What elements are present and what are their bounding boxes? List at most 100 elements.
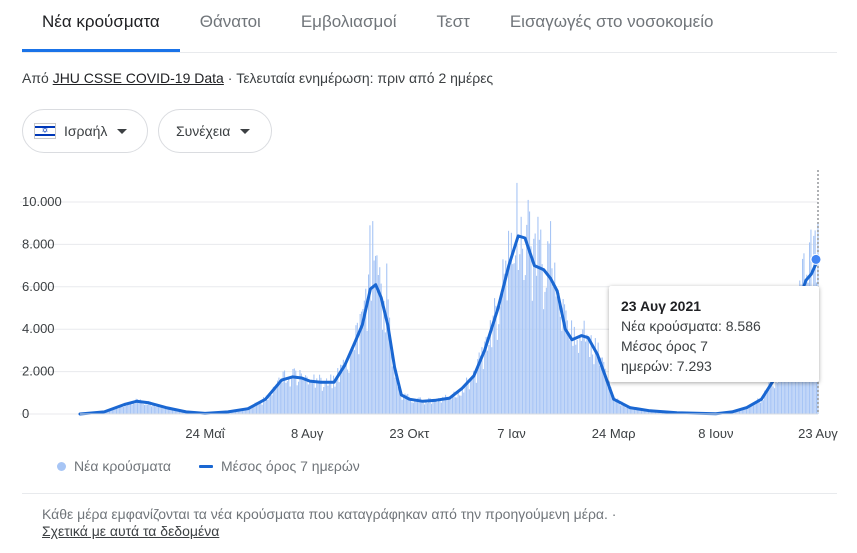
daily-case-bar	[383, 301, 385, 414]
daily-case-bar	[261, 404, 263, 414]
daily-case-bar	[768, 382, 770, 414]
tab-hospitalizations[interactable]: Εισαγωγές στο νοσοκομείο	[509, 12, 714, 31]
daily-case-bar	[740, 410, 742, 414]
daily-case-bar	[519, 254, 521, 414]
daily-case-bar	[461, 388, 463, 414]
daily-case-bar	[503, 273, 505, 414]
daily-case-bar	[179, 410, 181, 414]
daily-case-bar	[428, 397, 430, 414]
daily-case-bar	[653, 411, 655, 414]
daily-case-bar	[159, 404, 161, 414]
daily-case-bar	[237, 411, 239, 414]
daily-case-bar	[128, 404, 130, 414]
tab-bar: Νέα κρούσματα Θάνατοι Εμβολιασμοί Τεστ Ε…	[22, 0, 837, 53]
daily-case-bar	[473, 370, 475, 414]
daily-case-bar	[530, 246, 532, 414]
daily-case-bar	[334, 386, 336, 414]
selected-point	[810, 253, 822, 265]
country-dropdown[interactable]: ✡ Ισραήλ	[22, 109, 148, 153]
daily-case-bar	[347, 369, 349, 414]
daily-case-bar	[300, 373, 302, 414]
daily-case-bar	[734, 411, 736, 414]
daily-case-bar	[544, 291, 546, 414]
daily-case-bar	[243, 409, 245, 414]
about-data-link[interactable]: Σχετικά με αυτά τα δεδομένα	[42, 523, 220, 539]
daily-case-bar	[163, 408, 165, 414]
chart-tooltip: 23 Αυγ 2021 Νέα κρούσματα: 8.586 Μέσος ό…	[609, 286, 819, 382]
daily-case-bar	[610, 387, 612, 414]
daily-case-bar	[134, 403, 136, 414]
daily-case-bar	[751, 404, 753, 414]
daily-case-bar	[116, 407, 118, 414]
range-dropdown[interactable]: Συνέχεια	[158, 109, 272, 153]
daily-case-bar	[765, 391, 767, 414]
daily-case-bar	[543, 309, 545, 414]
daily-case-bar	[319, 374, 321, 414]
daily-case-bar	[538, 239, 540, 414]
tab-vaccinations[interactable]: Εμβολιασμοί	[300, 12, 397, 31]
daily-case-bar	[537, 216, 539, 414]
daily-case-bar	[460, 395, 462, 414]
tab-tests[interactable]: Τεστ	[436, 12, 470, 31]
daily-case-bar	[424, 404, 426, 414]
daily-case-bar	[302, 379, 304, 414]
daily-case-bar	[772, 386, 774, 414]
daily-case-bar	[331, 388, 333, 414]
daily-case-bar	[552, 286, 554, 414]
daily-case-bar	[167, 408, 169, 414]
daily-case-bar	[377, 275, 379, 414]
daily-case-bar	[748, 406, 750, 414]
tooltip-avg-2: ημερών: 7.293	[621, 358, 712, 374]
daily-case-bar	[326, 378, 328, 414]
daily-case-bar	[452, 393, 454, 414]
daily-case-bar	[445, 394, 447, 414]
daily-case-bar	[622, 405, 624, 414]
daily-case-bar	[489, 320, 491, 414]
daily-case-bar	[467, 379, 469, 414]
daily-case-bar	[636, 408, 638, 414]
daily-case-bar	[550, 221, 552, 414]
daily-case-bar	[247, 407, 249, 414]
daily-case-bar	[401, 399, 403, 414]
daily-case-bar	[594, 338, 596, 414]
tab-deaths[interactable]: Θάνατοι	[199, 12, 261, 31]
daily-case-bar	[744, 406, 746, 414]
daily-case-bar	[373, 260, 375, 414]
daily-case-bar	[277, 380, 279, 414]
daily-case-bar	[123, 406, 125, 414]
daily-case-bar	[627, 407, 629, 414]
daily-case-bar	[292, 369, 294, 414]
daily-case-bar	[779, 374, 781, 414]
cases-chart[interactable]: 0 2.000 4.000 6.000 8.000 10.000 24 Μαΐ 8 Αυγ 23…	[0, 160, 857, 450]
daily-case-bar	[120, 406, 122, 414]
y-tick-label: 6.000	[22, 279, 55, 294]
daily-case-bar	[305, 375, 307, 414]
daily-case-bar	[440, 402, 442, 414]
daily-case-bar	[265, 395, 267, 414]
daily-case-bar	[141, 402, 143, 414]
source-link[interactable]: JHU CSSE COVID-19 Data	[52, 70, 224, 86]
daily-case-bar	[628, 405, 630, 414]
x-tick-label: 7 Ιαν	[497, 426, 525, 441]
daily-case-bar	[313, 374, 315, 414]
daily-case-bar	[286, 381, 288, 414]
daily-case-bar	[585, 341, 587, 414]
daily-case-bar	[272, 386, 274, 414]
daily-case-bar	[296, 385, 298, 414]
daily-case-bar	[113, 407, 115, 414]
daily-case-bar	[631, 407, 633, 414]
x-tick-label: 24 Μαΐ	[185, 426, 225, 441]
daily-case-bar	[169, 406, 171, 414]
tab-new-cases[interactable]: Νέα κρούσματα	[22, 0, 180, 52]
daily-case-bar	[583, 320, 585, 414]
daily-case-bar	[366, 330, 368, 414]
daily-case-bar	[629, 406, 631, 414]
daily-case-bar	[512, 264, 514, 414]
daily-case-bar	[152, 403, 154, 414]
daily-case-bar	[547, 241, 549, 414]
daily-case-bar	[580, 340, 582, 414]
daily-case-bar	[520, 216, 522, 414]
x-tick-label: 23 Αυγ	[798, 426, 838, 441]
daily-case-bar	[618, 402, 620, 414]
daily-case-bar	[361, 311, 363, 414]
